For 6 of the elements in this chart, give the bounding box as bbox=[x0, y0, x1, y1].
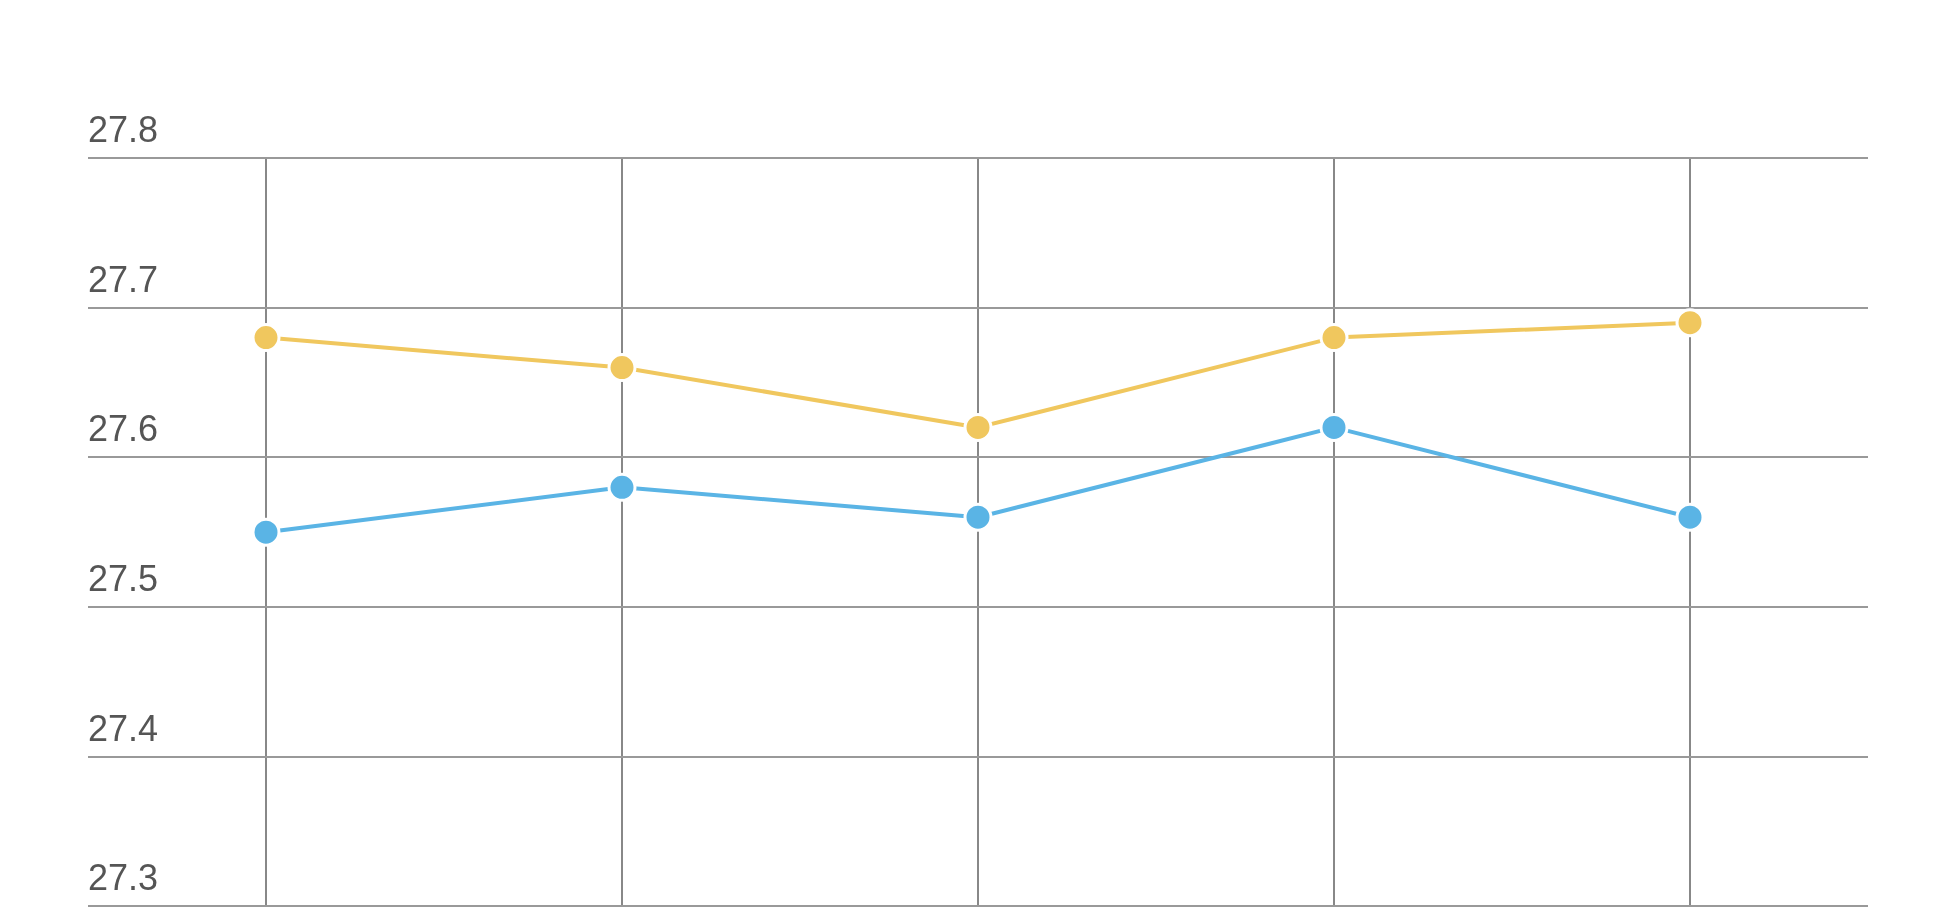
y-tick-label: 27.6 bbox=[88, 408, 159, 450]
y-tick-label: 27.4 bbox=[88, 707, 159, 749]
y-tick-label: 27.5 bbox=[88, 557, 159, 599]
y-tick-label: 27.8 bbox=[88, 108, 159, 150]
y-tick-label: 27.7 bbox=[88, 258, 159, 300]
y-tick-label: 27.3 bbox=[88, 857, 159, 899]
